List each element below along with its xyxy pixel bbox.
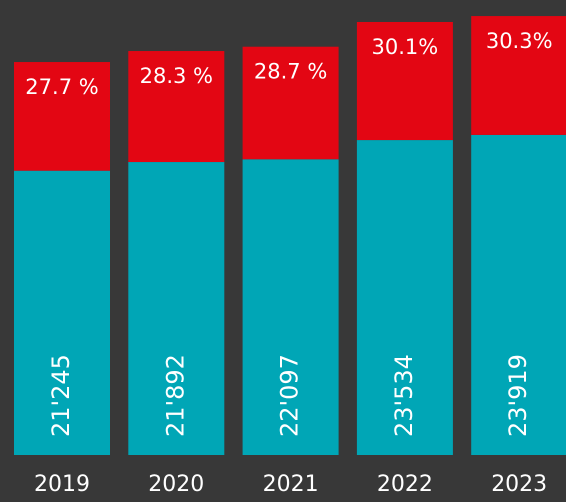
bar-segment — [471, 16, 566, 135]
bar-segment — [471, 134, 566, 455]
bar-segment — [356, 140, 453, 456]
value-label: 23'919 — [504, 354, 532, 437]
bar-segment — [14, 170, 110, 456]
bar-segment — [242, 159, 339, 455]
x-tick-label: 2023 — [491, 472, 547, 497]
x-tick-label: 2022 — [377, 472, 433, 497]
bar-segment — [242, 46, 339, 160]
x-tick-label: 2020 — [148, 472, 204, 497]
value-label: 28.7 % — [254, 60, 327, 84]
value-label: 30.1% — [372, 35, 439, 59]
value-label: 21'892 — [161, 354, 189, 437]
bar-segment — [128, 162, 225, 456]
x-tick-label: 2021 — [263, 472, 319, 497]
bar-segment — [14, 62, 110, 171]
bar-segment — [356, 21, 453, 141]
value-label: 28.3 % — [140, 64, 213, 88]
bar-segment — [128, 51, 225, 163]
value-label: 23'534 — [390, 354, 418, 437]
value-label: 30.3% — [486, 29, 553, 53]
value-label: 27.7 % — [25, 75, 98, 99]
x-tick-label: 2019 — [34, 472, 90, 497]
value-label: 21'245 — [47, 354, 75, 437]
value-label: 22'097 — [276, 354, 304, 437]
